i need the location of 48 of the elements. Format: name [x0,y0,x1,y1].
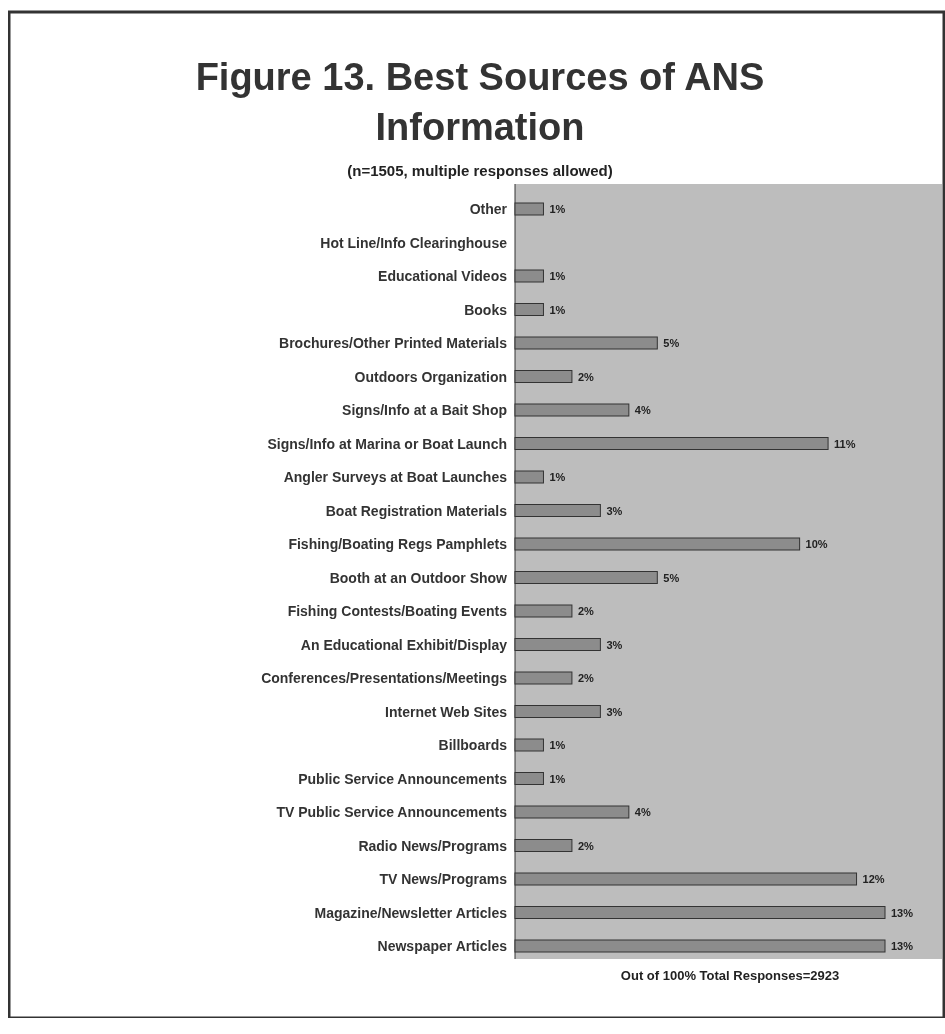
y-tick-label: Outdoors Organization [354,368,507,385]
data-label: 1% [549,471,566,483]
data-label: 5% [663,571,680,584]
data-label: 1% [549,270,566,282]
y-tick-label: An Educational Exhibit/Display [300,636,508,653]
y-tick-label: Signs/Info at a Bait Shop [342,402,507,418]
data-label: 4% [634,806,651,818]
y-tick-label: Internet Web Sites [385,703,508,720]
data-label: 1% [549,772,566,785]
y-tick-label: Other [469,201,508,217]
y-tick-label: TV Public Service Announcements [276,804,508,820]
y-tick-label: Public Service Announcements [298,770,508,787]
data-label: 10% [805,538,828,550]
data-label: 3% [606,638,623,651]
data-label: 2% [577,839,595,852]
data-label: 1% [549,203,566,215]
y-tick-label: Fishing/Boating Regs Pamphlets [288,536,508,552]
y-tick-label: Booth at an Outdoor Show [329,569,508,586]
data-label: 12% [862,873,885,885]
chart-title: Figure 13. Best Sources of ANS Information [195,56,765,148]
chart-subtitle: (n=1505, multiple responses allowed) [347,162,613,179]
data-label: 2% [577,672,595,684]
y-tick-label: Brochures/Other Printed Materials [279,335,508,351]
x-axis-title: Out of 100% Total Responses=2923 [620,968,840,983]
data-label: 13% [891,940,914,952]
y-tick-label: Educational Videos [378,268,508,284]
y-tick-label: Radio News/Programs [358,837,508,854]
data-label: 13% [891,906,914,919]
y-tick-label: Boat Registration Materials [325,502,508,519]
data-label: 1% [549,303,566,316]
y-tick-label: Conferences/Presentations/Meetings [261,670,508,686]
y-tick-label: TV News/Programs [379,871,508,887]
data-label: 5% [663,337,680,349]
y-tick-label: Hot Line/Info Clearinghouse [320,234,508,251]
data-label: 2% [577,605,595,617]
data-label: 3% [606,705,623,718]
y-tick-label: Signs/Info at Marina or Boat Launch [267,435,507,452]
data-label: 11% [834,437,856,450]
data-label: 1% [549,739,566,751]
y-tick-label: Fishing Contests/Boating Events [287,603,508,619]
data-label: 2% [577,370,595,383]
y-tick-label: Billboards [438,737,508,753]
data-label: 3% [606,504,623,517]
data-label: 4% [634,404,651,416]
y-tick-label: Newspaper Articles [377,938,508,954]
y-tick-label: Angler Surveys at Boat Launches [283,469,508,485]
y-tick-label: Magazine/Newsletter Articles [314,904,508,921]
y-tick-label: Books [464,301,508,318]
